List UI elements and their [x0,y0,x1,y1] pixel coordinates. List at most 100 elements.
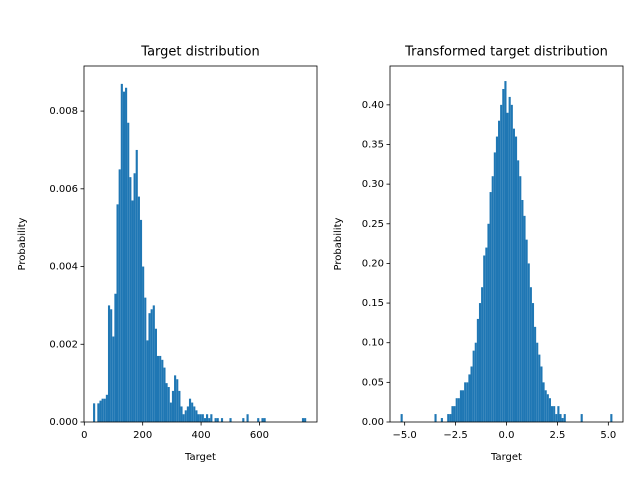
histogram-bar [146,340,149,422]
histogram-bar [447,414,450,422]
histogram-bar [440,418,443,422]
histogram-bar [449,414,452,422]
histogram-bar [464,382,467,422]
histogram-bar [304,418,307,422]
y-axis-label: Probability [333,217,344,270]
y-tick-label: 0.35 [362,139,384,150]
chart-title: Target distribution [140,45,259,60]
y-tick-label: 0.002 [49,339,78,350]
histogram-bar [548,398,551,422]
histogram-bar [208,418,211,422]
x-tick-label: 0.0 [499,430,515,441]
histogram-bar [242,418,245,422]
histogram-bar [127,122,130,422]
histogram-bar [491,176,494,422]
histogram-bar [257,418,260,422]
y-tick-label: 0.004 [49,262,78,273]
histogram-bar [457,398,460,422]
histogram-bar [523,215,526,422]
histogram-bar [133,173,136,422]
histogram-bar [206,414,209,422]
histogram-bar [459,390,463,422]
histogram-bar [139,219,143,422]
chart-title: Transformed target distribution [404,45,608,60]
y-tick-label: 0.40 [362,100,384,111]
histogram-bar [521,199,524,422]
histogram-bar [504,81,507,423]
histogram-bar [174,375,177,422]
histogram-bar [97,403,100,422]
histogram-bar [476,318,479,422]
x-axis-label: Target [490,452,522,463]
histogram-bar [137,196,140,422]
histogram-bar [529,287,532,422]
x-tick-label: 200 [133,430,152,441]
histogram-bar [246,414,249,422]
histogram-bar [154,328,157,422]
histogram-bar [122,91,126,422]
histogram-bar [453,406,456,422]
histogram-bar [478,303,482,422]
histogram-bar [498,120,501,422]
histogram-bar [580,414,583,422]
histogram-bar [201,414,204,422]
y-tick-label: 0.30 [362,179,384,190]
histogram-bar [474,342,477,422]
histogram-bar [500,104,503,423]
histogram-bar [178,390,181,422]
histogram-bar [493,152,496,422]
histogram-bar [534,326,537,422]
y-tick-label: 0.000 [49,417,78,428]
histogram-bar [557,406,560,422]
histogram-bar [99,400,102,422]
y-tick-label: 0.006 [49,184,78,195]
x-tick-label: 400 [192,430,211,441]
histogram-bar [114,293,117,422]
axes-frame [83,65,318,423]
histogram-bar [483,255,486,422]
histogram-bar [105,394,108,422]
histogram-bar [434,414,437,422]
y-tick-label: 0.00 [362,417,384,428]
histogram-bar [101,398,104,422]
histogram-bar [156,355,160,422]
histogram-bar [152,305,155,422]
histogram-bar [103,398,106,422]
y-tick-label: 0.20 [362,258,384,269]
histogram-bar [536,342,539,422]
histogram-bar [512,128,515,423]
histogram-bar [199,414,202,422]
histogram-bar [93,403,96,422]
histogram-bar [203,418,207,422]
histogram-bar [120,83,123,422]
histogram-bar [531,303,535,422]
x-axis-label: Target [184,452,216,463]
x-tick-label: 0 [81,430,87,441]
histogram-bar [610,414,613,422]
histogram-bar [148,313,151,422]
histogram-bar [195,410,198,422]
histogram-bar [481,287,484,422]
histogram-bar [144,297,147,422]
histogram-bar [125,87,128,422]
y-tick-label: 0.05 [362,377,384,388]
histogram-bar [214,418,217,422]
histogram-bar [171,390,175,422]
histogram-bar [462,390,465,422]
x-tick-label: 600 [250,430,269,441]
histogram-bar [468,374,471,422]
histogram-bar [517,160,520,422]
histogram-bar [525,239,528,422]
histogram-bar [510,104,513,423]
histogram-bar [131,200,134,422]
x-tick-label: 5.0 [600,430,616,441]
histogram-bar [301,418,305,422]
histogram-bar [150,309,153,422]
histogram-bar [546,394,549,422]
histogram-bar [559,414,562,422]
histogram-bar [191,402,194,422]
y-axis-label: Probability [17,217,28,270]
y-tick-label: 0.25 [362,219,384,230]
histogram-bar [495,136,499,422]
